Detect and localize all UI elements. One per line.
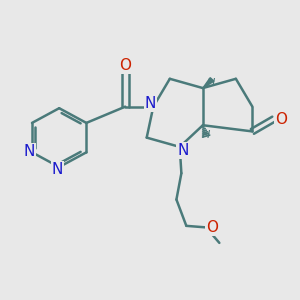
Text: O: O xyxy=(206,220,218,235)
Text: N: N xyxy=(145,96,156,111)
Text: O: O xyxy=(119,58,131,73)
Text: H: H xyxy=(207,78,215,88)
Text: N: N xyxy=(24,144,35,159)
Text: N: N xyxy=(177,143,189,158)
Text: N: N xyxy=(52,162,63,177)
Text: H: H xyxy=(202,130,210,140)
Text: O: O xyxy=(275,112,287,127)
Polygon shape xyxy=(203,78,214,88)
